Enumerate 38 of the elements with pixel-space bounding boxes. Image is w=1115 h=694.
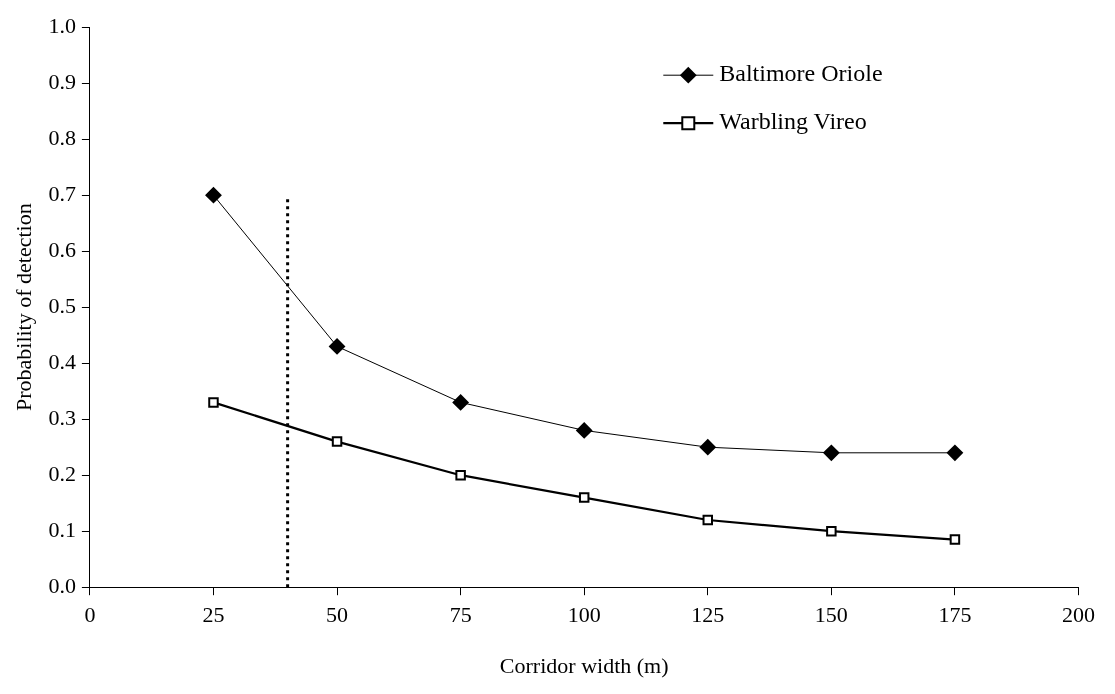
x-tick-label: 200	[1062, 602, 1095, 628]
x-tick-label: 100	[567, 602, 601, 628]
y-tick-label: 0.0	[48, 572, 76, 598]
x-tick-label: 25	[202, 602, 225, 628]
point	[205, 187, 222, 204]
y-axis-title: Probability of detection	[10, 203, 36, 412]
point	[329, 338, 346, 355]
x-tick-label: 75	[449, 602, 472, 628]
x-tick-label: 175	[938, 602, 972, 628]
y-tick-label: 0.4	[48, 348, 76, 374]
y-tick-label: 1.0	[48, 12, 76, 38]
y-tick-label: 0.3	[48, 404, 76, 430]
point	[331, 436, 343, 447]
x-tick-label: 150	[814, 602, 848, 628]
y-tick-label: 0.8	[48, 124, 76, 150]
legend-label: Baltimore Oriole	[719, 60, 883, 87]
y-tick-label: 0.1	[48, 516, 76, 542]
legend-label: Warbling Vireo	[719, 108, 867, 135]
point	[946, 444, 963, 461]
x-tick-label: 0	[84, 602, 96, 628]
y-tick-label: 0.2	[48, 460, 76, 486]
x-tick-label: 50	[326, 602, 349, 628]
point	[208, 397, 219, 408]
point	[699, 439, 716, 456]
point	[452, 394, 469, 411]
point	[826, 525, 837, 537]
y-tick-label: 0.5	[48, 292, 76, 318]
x-axis-title: Corridor width (m)	[499, 652, 669, 678]
y-tick-label: 0.6	[48, 236, 76, 262]
point	[702, 514, 714, 526]
point	[455, 469, 466, 481]
point	[578, 492, 590, 503]
y-tick-label: 0.7	[48, 180, 76, 206]
point	[949, 534, 961, 545]
point	[576, 422, 593, 439]
point	[823, 444, 840, 461]
y-tick-label: 0.9	[48, 68, 76, 94]
x-tick-label: 125	[691, 602, 725, 628]
